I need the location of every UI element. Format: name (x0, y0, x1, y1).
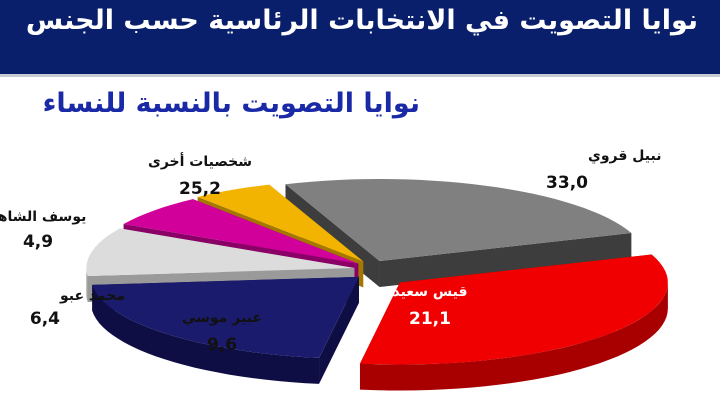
slice-شخصيات-أخرى (285, 179, 632, 262)
slice-label: نبيل قروي (588, 148, 661, 165)
chart-subtitle: نوايا التصويت بالنسبة للنساء (42, 88, 420, 119)
slice-side-wall (319, 276, 359, 384)
slice-label: محمد عبو (59, 288, 125, 304)
pie-tops (86, 179, 668, 365)
slice-label: يوسف الشاهد (0, 209, 86, 225)
slice-value: 25,2 (179, 179, 221, 199)
slice-يوسف-الشاهد (197, 184, 364, 262)
slice-نبيل-قروي (360, 254, 668, 365)
page-title: نوايا التصويت في الانتخابات الرئاسية حسب… (25, 5, 699, 36)
slice-محمد-عبو (123, 199, 359, 264)
slice-label: عبير موسي (182, 310, 262, 326)
slice-عبير-موسي (86, 228, 355, 276)
slice-قيس-سعيد (92, 276, 359, 358)
slice-value: 9,6 (207, 335, 237, 355)
slice-label: قيس سعيد (392, 284, 467, 300)
slice-side-rim (92, 284, 319, 384)
slice-label: شخصيات أخرى (148, 152, 252, 170)
slice-value: 33,0 (546, 173, 588, 193)
slice-side-rim (360, 282, 668, 391)
slice-value: 4,9 (23, 232, 53, 252)
slice-value: 21,1 (409, 309, 451, 329)
slice-side-rim (86, 268, 88, 302)
slice-side-wall (379, 232, 632, 288)
slice-value: 6,4 (30, 309, 60, 329)
header-bar: نوايا التصويت في الانتخابات الرئاسية حسب… (0, 0, 720, 77)
